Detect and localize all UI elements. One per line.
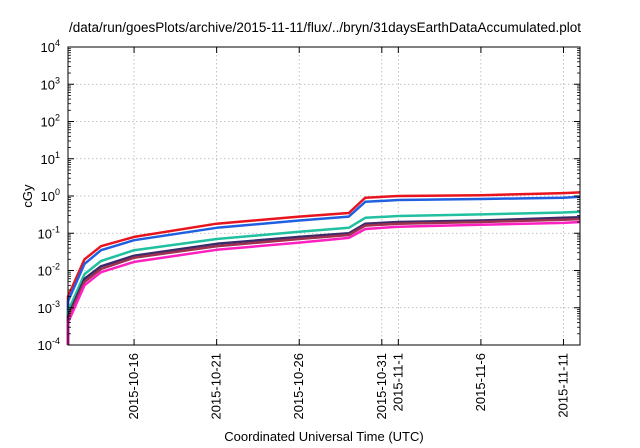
x-tick-label: 2015-11-1 (390, 353, 405, 411)
series-line (66, 215, 581, 345)
x-tick-label: 2015-10-31 (374, 353, 389, 420)
y-tick-label: 101 (41, 150, 60, 167)
series-line (66, 195, 581, 345)
x-tick-label: 2015-10-16 (126, 353, 141, 420)
y-tick-label: 103 (41, 75, 60, 92)
x-tick-label: 2015-11-11 (555, 353, 570, 418)
x-axis: 2015-10-16 2015-10-21 2015-10-26 2015-10-31… (126, 47, 570, 420)
series-line (66, 220, 581, 345)
y-tick-label: 10-2 (38, 262, 60, 279)
y-axis: 10-4 10-3 10-2 10-1 100 101 102 103 104 (38, 38, 580, 353)
x-tick-label: 2015-10-26 (291, 353, 306, 420)
series-group (66, 191, 581, 345)
y-tick-label: 102 (41, 113, 60, 130)
x-tick-label: 2015-10-21 (209, 353, 224, 420)
series-line (66, 217, 581, 345)
y-tick-label: 104 (41, 38, 60, 55)
x-tick-label: 2015-11-6 (473, 353, 488, 411)
x-axis-label: Coordinated Universal Time (UTC) (224, 429, 423, 444)
chart-title: /data/run/goesPlots/archive/2015-11-11/f… (69, 20, 581, 35)
grid (68, 47, 580, 345)
y-tick-label: 100 (41, 187, 60, 204)
series-line (66, 191, 581, 345)
series-line (66, 210, 581, 345)
y-tick-label: 10-3 (38, 299, 60, 316)
y-tick-label: 10-4 (38, 336, 60, 353)
y-axis-label: cGy (20, 184, 35, 208)
y-tick-label: 10-1 (38, 224, 60, 241)
